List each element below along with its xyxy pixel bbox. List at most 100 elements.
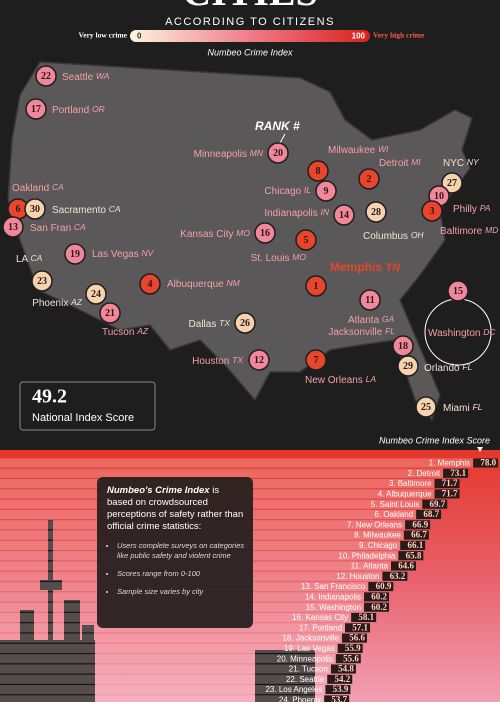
score-box [434,479,460,489]
city-rank: 22 [41,71,51,82]
city-rank: 29 [403,361,413,372]
city-name: Indianapolis [264,208,317,219]
city-label: Orlando FL [424,362,473,373]
score-bar [0,654,361,664]
city-label: 6. Oakland [374,510,413,519]
city-rank: 26 [240,318,250,329]
score-box [434,489,460,499]
city-state: FL [472,402,482,412]
city-rank: 2 [367,174,372,185]
city-marker [35,65,57,87]
city-rank: 15 [453,286,463,297]
city-state: LA [366,374,377,384]
score-box [337,643,363,653]
city-label: Indianapolis IN [264,207,330,218]
city-marker [315,180,337,202]
city-label: 23. Los Angeles [265,685,322,694]
score-value: 53.7 [331,694,347,702]
city-label: Tucson AZ [102,326,149,337]
score-box [405,520,431,530]
city-label: 12. Houston [336,572,379,581]
city-state: MO [236,228,250,238]
city-name: Jacksonville [328,327,382,338]
city-state: MO [292,252,306,262]
city-label: Baltimore MD [440,225,498,236]
score-box [364,602,390,612]
legend-high-label: Very high crime [373,31,425,40]
city-marker [24,198,46,220]
city-state: FL [385,326,395,336]
city-label: 20. Minneapolis [277,654,333,663]
city-state: FL [462,362,472,372]
score-box [364,592,390,602]
city-rank: 30 [30,204,40,215]
city-name: Miami [443,403,470,414]
city-state: WA [96,71,110,81]
score-value: 65.8 [406,550,422,560]
city-marker [139,273,161,295]
city-label: 17. Portland [299,623,342,632]
national-box [19,381,156,431]
national-label: National Index Score [32,412,134,424]
score-value: 64.6 [398,561,414,571]
city-marker [358,168,380,190]
info-text: is based on crowdsourced perceptions of … [107,485,244,532]
score-value: 53.9 [333,684,349,694]
city-state: NM [227,278,241,288]
city-label: Las Vegas NV [92,248,155,259]
city-state: MN [250,148,264,158]
score-box [443,468,469,478]
city-name: Washington [428,328,480,339]
score-value: 60.2 [371,591,387,601]
city-name: LA [16,254,29,265]
city-label: 5. Saint Louis [371,500,419,509]
score-box [345,623,371,633]
city-state: IL [304,185,311,195]
city-state: TX [219,318,230,328]
city-label: 1. Memphis [429,459,470,468]
legend-caption: Numbeo Crime Index [207,47,293,57]
city-rank: 24 [91,289,101,300]
score-box [327,674,353,684]
city-rank: 13 [8,222,18,233]
city-name: Phoenix [32,298,68,309]
city-marker [64,243,86,265]
city-label: 16. Kansas City [292,613,348,622]
city-rank: 11 [365,295,374,306]
score-bar [0,643,363,653]
city-marker [365,201,387,223]
ranking-title: Numbeo Crime Index Score [379,435,490,445]
city-state: MD [485,225,498,235]
city-state: NY [467,157,480,167]
city-name: Baltimore [440,226,483,237]
city-label: 10. Philadelphia [338,551,395,560]
city-name: New Orleans [305,375,363,386]
city-label: Portland OR [52,104,105,115]
city-rank: 12 [254,355,264,366]
info-box: Numbeo's Crime Index is based on crowdso… [97,477,253,628]
city-label: St. Louis MO [251,252,307,263]
city-name: NYC [443,158,464,169]
city-label: 24. Phoenix [279,696,321,702]
info-bullet: Scores range from 0-100 [117,569,245,579]
city-state: DC [483,327,496,337]
score-box [390,561,416,571]
city-marker [447,280,469,302]
city-label: Memphis TN [330,260,401,274]
score-value: 57.1 [352,622,368,632]
score-bar [0,685,351,695]
city-label: Atlanta GA [348,314,395,325]
city-rank: 21 [105,308,115,319]
city-name: San Fran [30,223,71,234]
info-title: Numbeo's Crime Index [107,485,210,496]
ranking-pointer [477,447,483,452]
city-name: Memphis [330,260,382,274]
subtitle: ACCORDING TO CITIZENS [165,16,335,28]
city-state: MI [411,157,421,167]
city-label: 4. Albuquerque [378,490,432,499]
city-label: Kansas City MO [180,228,250,239]
city-label: Columbus OH [363,230,424,241]
city-rank: 8 [316,166,321,177]
score-box [330,664,356,674]
